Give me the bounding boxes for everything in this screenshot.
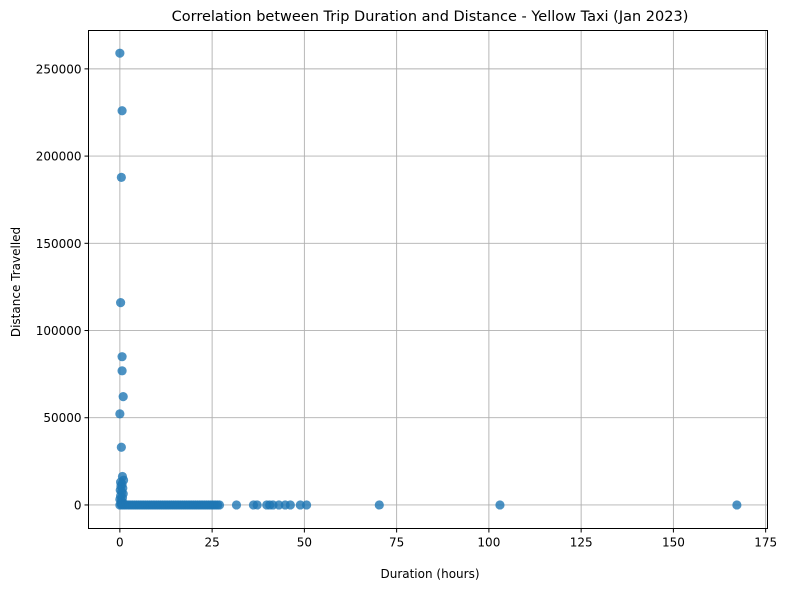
y-tick-label: 50000 bbox=[43, 411, 81, 425]
y-tick-label: 200000 bbox=[36, 150, 82, 164]
x-tick-label: 125 bbox=[570, 536, 593, 550]
data-point bbox=[117, 366, 127, 376]
x-axis-label: Duration (hours) bbox=[380, 567, 479, 581]
data-point bbox=[495, 500, 505, 510]
data-point bbox=[115, 48, 125, 58]
plot-frame bbox=[88, 30, 768, 529]
data-point bbox=[252, 500, 262, 510]
y-axis-label: Distance Travelled bbox=[9, 227, 23, 337]
y-tick-label: 0 bbox=[74, 498, 82, 512]
x-axis-ticks: 0 25 50 75 100 125 150 175 bbox=[116, 528, 777, 550]
x-tick-label: 150 bbox=[662, 536, 685, 550]
data-point bbox=[117, 352, 127, 362]
x-tick-label: 75 bbox=[389, 536, 404, 550]
x-tick-label: 25 bbox=[204, 536, 219, 550]
data-point bbox=[231, 500, 242, 510]
data-point bbox=[118, 392, 128, 402]
grid bbox=[88, 30, 768, 529]
y-axis-ticks: 0 50000 100000 150000 200000 250000 bbox=[36, 62, 89, 512]
data-point bbox=[732, 500, 742, 510]
data-point bbox=[285, 500, 295, 510]
y-tick-label: 100000 bbox=[36, 324, 82, 338]
data-point bbox=[116, 442, 126, 452]
data-point bbox=[117, 106, 127, 116]
data-point bbox=[214, 500, 225, 510]
x-tick-label: 50 bbox=[297, 536, 312, 550]
chart-title: Correlation between Trip Duration and Di… bbox=[172, 9, 689, 25]
x-tick-label: 100 bbox=[477, 536, 500, 550]
data-point bbox=[115, 409, 125, 419]
data-point bbox=[374, 500, 384, 510]
y-tick-label: 150000 bbox=[36, 237, 82, 251]
x-tick-label: 0 bbox=[116, 536, 124, 550]
data-points bbox=[115, 48, 742, 510]
y-tick-label: 250000 bbox=[36, 62, 82, 76]
data-point bbox=[116, 298, 126, 308]
x-tick-label: 175 bbox=[754, 536, 777, 550]
data-point bbox=[301, 500, 312, 510]
data-point bbox=[116, 172, 126, 182]
